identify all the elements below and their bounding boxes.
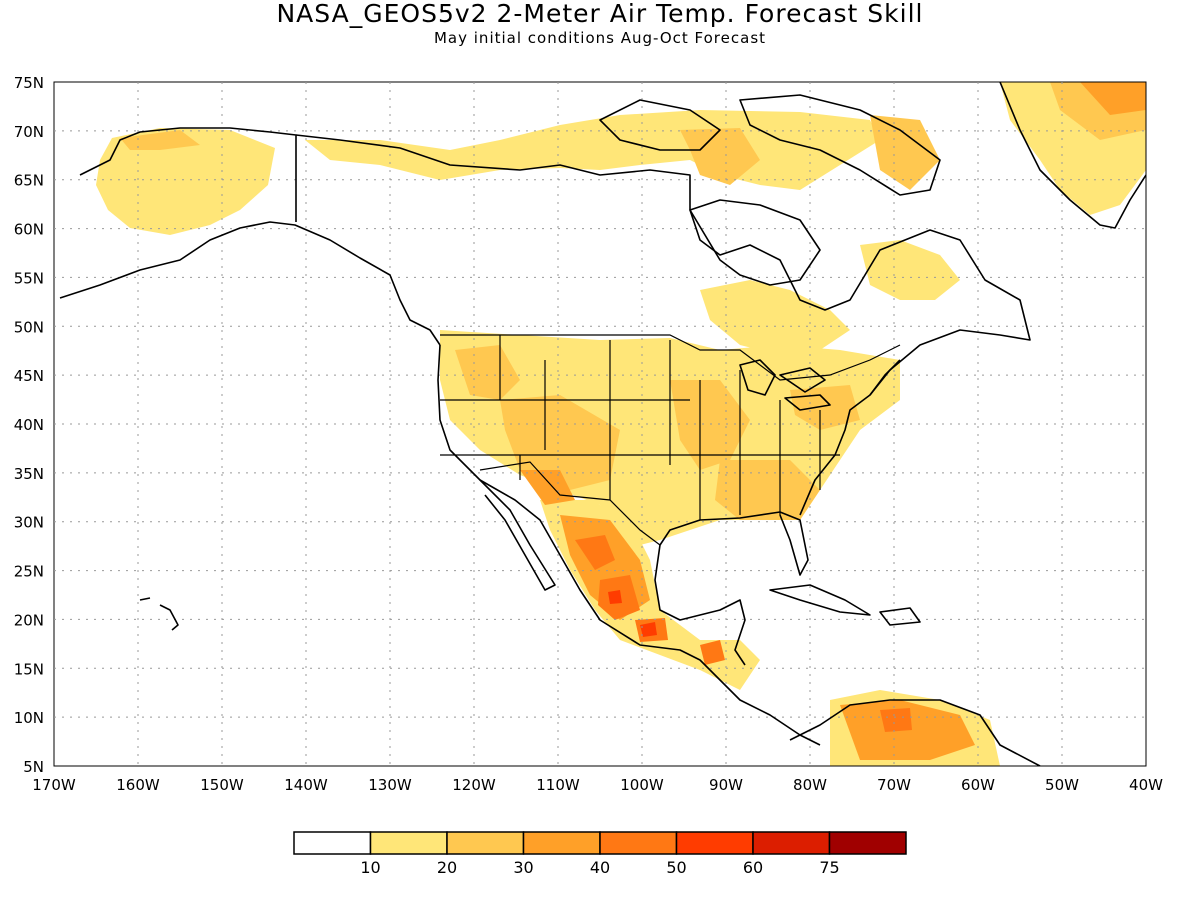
quebec-shading — [700, 280, 850, 355]
lon-label: 50W — [1045, 776, 1079, 794]
lon-label: 40W — [1129, 776, 1163, 794]
lat-label: 45N — [14, 367, 44, 385]
legend-label: 40 — [590, 858, 610, 877]
greenland-coast — [999, 82, 1146, 229]
lon-label: 110W — [536, 776, 580, 794]
lon-label: 60W — [961, 776, 995, 794]
lon-label: 100W — [620, 776, 664, 794]
us-west-coast — [437, 344, 821, 746]
legend-swatch — [828, 831, 907, 855]
longitude-labels: 170W 160W 150W 140W 130W 120W 110W 100W 90W 80W 70… — [32, 776, 1163, 794]
canada-north-shading — [305, 110, 880, 190]
lon-label: 80W — [793, 776, 827, 794]
lon-label: 120W — [452, 776, 496, 794]
lat-label: 55N — [14, 269, 44, 287]
us-east-coast — [799, 359, 901, 516]
lon-label: 150W — [200, 776, 244, 794]
alaska-shading — [96, 128, 275, 235]
hudson-bay — [689, 199, 821, 286]
labrador-shading — [860, 240, 960, 300]
hispaniola — [879, 607, 921, 626]
lat-label: 50N — [14, 318, 44, 336]
map-title: NASA_GEOS5v2 2-Meter Air Temp. Forecast … — [276, 0, 924, 28]
legend-label: 50 — [666, 858, 686, 877]
lat-label: 75N — [14, 74, 44, 92]
lat-label: 60N — [14, 221, 44, 239]
lat-label: 10N — [14, 709, 44, 727]
legend-label: 20 — [437, 858, 457, 877]
lon-label: 140W — [284, 776, 328, 794]
state-lines — [440, 335, 840, 520]
lon-label: 90W — [709, 776, 743, 794]
lat-label: 35N — [14, 465, 44, 483]
coastlines — [59, 82, 1146, 766]
lat-label: 65N — [14, 172, 44, 190]
political-borders — [440, 334, 901, 546]
baja — [479, 479, 556, 591]
legend-swatch — [599, 831, 678, 855]
us-mexico-border — [479, 461, 661, 546]
arctic-islands — [599, 94, 941, 196]
legend-swatch — [293, 831, 372, 855]
lon-label: 130W — [368, 776, 412, 794]
legend-label: 10 — [360, 858, 380, 877]
lat-label: 20N — [14, 611, 44, 629]
legend-swatch — [446, 831, 525, 855]
gulf-coast — [654, 511, 809, 666]
alaska-coast — [59, 127, 441, 346]
canada-us-border — [440, 334, 901, 381]
color-legend: 10 20 30 40 50 60 75 — [293, 831, 907, 877]
latitude-labels: 75N 70N 65N 60N 55N 50N 45N 40N 35N 30N 25N 20N 15N 1… — [14, 74, 44, 776]
legend-swatch — [369, 831, 448, 855]
legend-swatch — [675, 831, 754, 855]
legend-swatch — [752, 831, 831, 855]
great-lakes — [739, 359, 831, 411]
map-subtitle: May initial conditions Aug-Oct Forecast — [433, 29, 767, 47]
lat-label: 70N — [14, 123, 44, 141]
lat-label: 25N — [14, 563, 44, 581]
lat-label: 40N — [14, 416, 44, 434]
legend-label: 75 — [819, 858, 839, 877]
cuba — [769, 584, 871, 616]
lat-label: 30N — [14, 514, 44, 532]
lat-label: 5N — [23, 758, 44, 776]
lon-label: 70W — [877, 776, 911, 794]
legend-label: 30 — [513, 858, 533, 877]
lon-label: 170W — [32, 776, 76, 794]
legend-label: 60 — [743, 858, 763, 877]
canada-arctic-coast — [295, 134, 1031, 396]
skill-shading — [96, 82, 1146, 766]
legend-swatch — [522, 831, 601, 855]
hawaii — [139, 597, 179, 631]
lat-label: 15N — [14, 660, 44, 678]
lon-label: 160W — [116, 776, 160, 794]
s-america-coast — [789, 699, 1041, 766]
